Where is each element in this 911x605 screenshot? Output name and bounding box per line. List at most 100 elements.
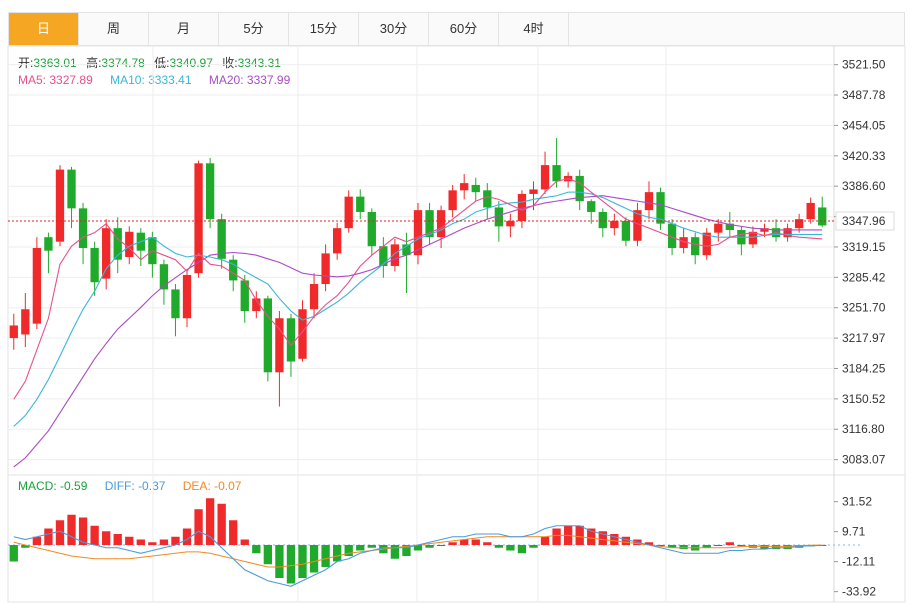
- macd-value: MACD: -0.59: [18, 479, 88, 493]
- dea-line: [13, 534, 823, 568]
- macd-bar-6: [78, 517, 88, 545]
- tab-1[interactable]: 周: [79, 13, 149, 45]
- y-tick-label-11: 3150.52: [842, 392, 886, 406]
- tabs-filler: [569, 13, 904, 45]
- macd-bar-14: [171, 536, 180, 545]
- macd-bar-55: [644, 542, 654, 545]
- candle-body-33: [390, 244, 400, 267]
- macd-bar-33: [390, 545, 400, 559]
- tab-3[interactable]: 5分: [219, 13, 289, 45]
- candle-body-3: [44, 237, 53, 251]
- candle-body-41: [483, 190, 492, 208]
- candle-body-59: [691, 237, 700, 256]
- low-label: 低:: [154, 56, 170, 70]
- macd-bar-51: [598, 531, 607, 545]
- tab-2[interactable]: 月: [149, 13, 219, 45]
- candle-body-44: [517, 193, 527, 221]
- y-tick-label-12: 3116.80: [842, 422, 885, 436]
- tab-5[interactable]: 30分: [359, 13, 429, 45]
- tab-7[interactable]: 4时: [499, 13, 569, 45]
- macd-bar-11: [136, 539, 145, 545]
- macd-bar-4: [55, 520, 65, 545]
- macd-bar-60: [702, 545, 711, 548]
- macd-bar-10: [125, 536, 134, 545]
- open-label: 开:: [18, 56, 34, 70]
- macd-bar-22: [263, 545, 273, 565]
- candle-body-45: [529, 189, 538, 194]
- macd-bar-57: [667, 545, 677, 548]
- candle-body-69: [806, 202, 815, 220]
- macd-bar-19: [229, 520, 238, 545]
- y-tick-label-2: 3454.05: [842, 118, 886, 132]
- ma5-line: [13, 178, 823, 400]
- candle-body-36: [425, 210, 434, 238]
- candle-body-20: [240, 280, 249, 312]
- candle-body-35: [413, 210, 423, 256]
- tab-4[interactable]: 15分: [289, 13, 359, 45]
- main-pane-frame: [7, 45, 906, 476]
- macd-bar-34: [402, 545, 411, 556]
- candle-body-6: [78, 208, 88, 248]
- y-tick-label-4: 3386.60: [842, 179, 886, 193]
- macd-bar-2: [32, 536, 42, 545]
- candle-body-31: [367, 211, 376, 247]
- macd-bar-49: [575, 525, 584, 545]
- tab-0[interactable]: 日: [9, 13, 79, 45]
- macd-bar-9: [113, 534, 122, 545]
- macd-bar-30: [356, 545, 365, 551]
- dea-value: DEA: -0.07: [182, 479, 242, 493]
- candle-body-37: [436, 210, 446, 238]
- macd-bar-13: [159, 539, 169, 545]
- candle-body-46: [540, 165, 550, 190]
- candle-body-28: [332, 228, 342, 254]
- candle-body-23: [275, 318, 284, 373]
- macd-bar-29: [344, 545, 353, 556]
- candle-body-54: [633, 210, 642, 241]
- ohlc-readout: 开:3363.01 高:3374.78 低:3340.97 收:3343.31: [18, 54, 281, 71]
- macd-bar-35: [413, 545, 423, 551]
- candle-body-17: [205, 163, 215, 220]
- macd-bar-0: [9, 545, 18, 562]
- candle-body-18: [217, 219, 226, 259]
- candle-body-22: [263, 298, 273, 373]
- macd-bar-47: [552, 528, 561, 545]
- macd-bar-65: [760, 545, 769, 550]
- candle-body-4: [55, 169, 65, 242]
- macd-bar-43: [506, 545, 515, 551]
- candle-body-30: [356, 196, 365, 212]
- candle-body-2: [32, 247, 42, 324]
- ma-readout: MA5: 3327.89 MA10: 3333.41 MA20: 3337.99: [18, 73, 290, 87]
- ma10-readout: MA10: 3333.41: [110, 73, 192, 87]
- candle-body-51: [598, 211, 607, 229]
- candle-body-13: [159, 264, 169, 290]
- macd-bar-21: [252, 545, 261, 554]
- candle-body-67: [783, 228, 792, 238]
- candle-body-58: [679, 237, 688, 248]
- y-tick-label-1: 3487.78: [842, 88, 886, 102]
- macd-bar-36: [425, 545, 434, 548]
- macd-bar-40: [471, 539, 480, 545]
- macd-bar-12: [148, 542, 157, 545]
- last-price-label: 3347.96: [842, 214, 886, 228]
- candle-body-56: [656, 192, 665, 224]
- y-tick-label-3: 3420.33: [842, 149, 886, 163]
- candle-body-1: [21, 309, 30, 335]
- candle-body-47: [552, 165, 561, 182]
- macd-bar-52: [610, 534, 619, 545]
- low-value: 3340.97: [169, 56, 213, 70]
- candle-body-19: [229, 259, 238, 281]
- macd-bar-62: [725, 542, 734, 545]
- macd-bar-58: [679, 545, 688, 550]
- macd-bar-41: [483, 542, 492, 545]
- macd-bar-25: [298, 545, 307, 578]
- macd-bar-23: [275, 545, 284, 578]
- y-tick-label-6: 3319.15: [842, 240, 886, 254]
- tab-6[interactable]: 60分: [429, 13, 499, 45]
- macd-bar-67: [783, 545, 792, 550]
- candle-body-49: [575, 175, 584, 202]
- candle-body-7: [90, 247, 99, 283]
- candle-body-16: [194, 163, 203, 274]
- candle-body-61: [714, 223, 723, 233]
- macd-bar-38: [448, 542, 457, 545]
